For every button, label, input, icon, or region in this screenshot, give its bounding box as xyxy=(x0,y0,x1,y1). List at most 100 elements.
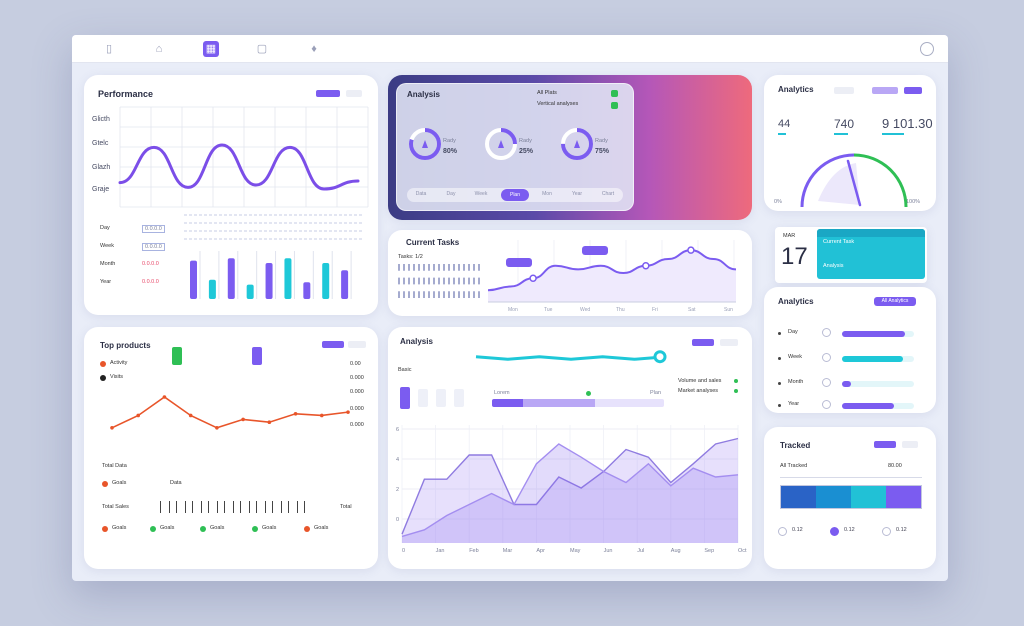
plan-progress-bar xyxy=(492,399,664,407)
legend-dot xyxy=(252,526,258,532)
tab-year[interactable]: Year xyxy=(571,191,583,197)
filter-button[interactable] xyxy=(400,387,410,409)
products-series-line xyxy=(111,396,349,429)
analysis-main-card: Analysis Basic Volume and sales Market a… xyxy=(388,327,752,569)
products-tab-other[interactable] xyxy=(348,341,366,348)
home-icon[interactable]: ⌂ xyxy=(155,43,163,55)
current-tasks-line-chart: Mon Tue Wed Thu Fri Sat Sun xyxy=(487,240,737,313)
area-fill xyxy=(402,438,738,543)
tracked-tab-other[interactable] xyxy=(902,441,918,448)
tab-week[interactable]: Week xyxy=(474,191,488,197)
legend-label: Vertical analyses xyxy=(537,101,579,107)
products-point xyxy=(293,412,298,416)
analysis-area-chart xyxy=(401,425,739,543)
toggle-icon[interactable] xyxy=(822,400,831,409)
x-tick-label: Oct xyxy=(738,548,747,554)
x-tick-label: Mon xyxy=(508,307,518,313)
tab-day[interactable]: Day xyxy=(446,191,456,197)
tracked-segment xyxy=(781,486,816,508)
current-tasks-card: Current Tasks Tasks: 1/2 Mon Tue Wed Thu Fri… xyxy=(388,230,752,316)
tasks-point xyxy=(642,262,650,270)
option-radio-selected[interactable] xyxy=(830,527,839,536)
tasks-row: Tasks: 1/2 xyxy=(398,254,423,260)
legend-label: Goals xyxy=(112,480,127,486)
toggle-icon[interactable] xyxy=(822,378,831,387)
legend-dot xyxy=(734,379,738,383)
area-fill xyxy=(402,444,738,543)
x-tick-label: Feb xyxy=(469,548,479,554)
products-point xyxy=(215,426,219,430)
wave-series-line xyxy=(475,355,667,361)
option-radio[interactable] xyxy=(778,527,787,536)
analysis-gradient-card: Analysis All Plats Vertical analyses 80%… xyxy=(388,75,752,220)
legend-label: Data xyxy=(170,480,182,486)
tracked-row-value: 80.00 xyxy=(888,463,902,469)
tracked-card: Tracked All Tracked 80.00 0.12 0.12 0.12 xyxy=(764,427,936,569)
option-label: 0.12 xyxy=(792,527,803,533)
toggle-icon[interactable] xyxy=(822,353,831,362)
dashboard-icon[interactable]: ▦ xyxy=(203,41,219,57)
chat-icon[interactable]: ▢ xyxy=(256,43,268,55)
list-item-label: Week xyxy=(100,243,114,249)
analysis-tab-active[interactable] xyxy=(692,339,714,346)
toggle-icon[interactable] xyxy=(822,328,831,337)
tasks-table xyxy=(398,264,480,298)
performance-tab-other[interactable] xyxy=(346,90,362,97)
divider xyxy=(780,477,922,478)
legend-swatch xyxy=(611,90,618,97)
gauge-arc-green xyxy=(853,153,908,208)
legend-label: Goals xyxy=(314,525,329,531)
analytics-stats-card: Analytics 44 740 9 101.30 0% 100% xyxy=(764,75,936,211)
legend-dot xyxy=(102,526,108,532)
analysis-main-title: Analysis xyxy=(400,337,433,346)
performance-bar xyxy=(322,263,330,299)
analytics-tab[interactable] xyxy=(834,87,854,94)
tab-plan[interactable]: Plan xyxy=(501,189,529,201)
filter-button[interactable] xyxy=(436,389,446,407)
products-tab-active[interactable] xyxy=(322,341,344,348)
ring-icon xyxy=(574,140,580,148)
top-bar: ▯ ⌂ ▦ ▢ ♦ xyxy=(72,35,948,63)
performance-bar xyxy=(227,258,235,299)
x-tick-label: Mar xyxy=(502,548,513,554)
top-products-line-chart xyxy=(110,395,350,430)
tab-chart[interactable]: Chart xyxy=(601,191,615,197)
calendar-card[interactable]: MAR 17 Current Task Analysis xyxy=(775,227,927,283)
legend-swatch xyxy=(611,102,618,109)
page-icon[interactable]: ▯ xyxy=(105,43,113,55)
legend-label: All Plats xyxy=(537,90,557,96)
progress-fill xyxy=(842,403,894,409)
legend-label: Activity xyxy=(110,360,128,366)
users-icon[interactable]: ♦ xyxy=(311,43,317,55)
wave-end-point xyxy=(653,350,667,364)
analytics-tab-other[interactable] xyxy=(904,87,922,94)
legend-label: Goals xyxy=(210,525,225,531)
y-label: Graje xyxy=(92,186,110,193)
tracked-tab-active[interactable] xyxy=(874,441,896,448)
y-value: 0.00 xyxy=(350,361,361,367)
y-value: 0.000 xyxy=(350,389,364,395)
analysis-tab-other[interactable] xyxy=(720,339,738,346)
filter-button[interactable] xyxy=(454,389,464,407)
legend-label: Goals xyxy=(112,525,127,531)
tab-mon[interactable]: Mon xyxy=(542,191,552,197)
analytics-title: Analytics xyxy=(778,85,814,94)
profile-icon[interactable] xyxy=(920,42,934,56)
option-radio[interactable] xyxy=(882,527,891,536)
tab-data[interactable]: Data xyxy=(415,191,427,197)
performance-tab-active[interactable] xyxy=(316,90,340,97)
products-point xyxy=(319,413,324,418)
list-item-label: Month xyxy=(788,379,804,385)
performance-bar xyxy=(246,284,254,299)
row-label: Total Sales xyxy=(102,504,129,510)
ring-progress xyxy=(561,128,593,160)
x-tick-label: Fri xyxy=(652,307,658,313)
tracked-segment xyxy=(816,486,851,508)
tasks-point xyxy=(529,274,537,282)
calendar-event-panel[interactable]: Current Task Analysis xyxy=(817,229,925,279)
calendar-day: 17 xyxy=(781,243,808,270)
analytics-tab-active[interactable] xyxy=(872,87,898,94)
all-analytics-chip[interactable]: All Analytics xyxy=(874,297,916,306)
legend-dot xyxy=(102,481,108,487)
filter-button[interactable] xyxy=(418,389,428,407)
